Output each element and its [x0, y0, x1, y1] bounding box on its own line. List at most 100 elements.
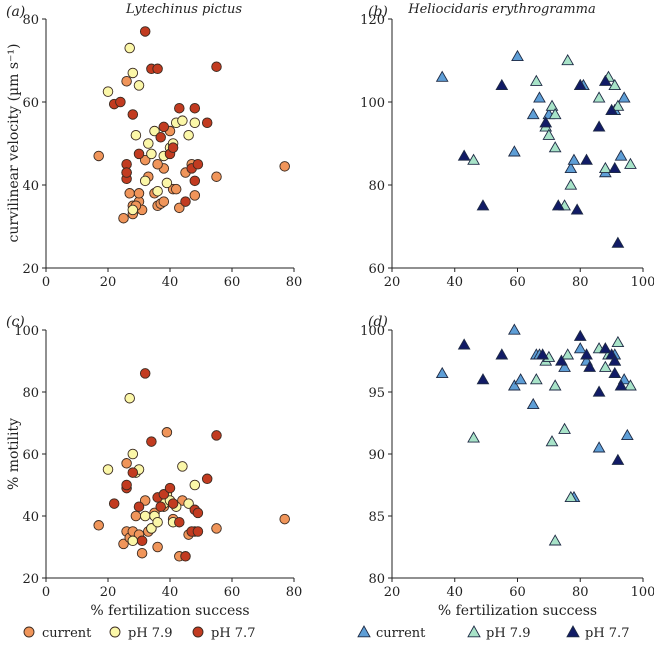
- data-point: [548, 141, 562, 153]
- data-point: [605, 103, 619, 115]
- y-tick-label: 40: [22, 179, 39, 194]
- data-point: [514, 373, 528, 385]
- y-tick-label: 60: [368, 262, 385, 277]
- y-tick-label: 120: [360, 13, 385, 28]
- data-point: [127, 67, 139, 79]
- data-point: [548, 534, 562, 546]
- data-point: [201, 117, 213, 128]
- data-point: [121, 75, 132, 87]
- data-point: [467, 431, 480, 443]
- data-point: [624, 157, 637, 169]
- x-tick-label: 60: [509, 585, 526, 600]
- data-point: [567, 153, 581, 165]
- data-point: [564, 161, 578, 174]
- legend-marker: [109, 626, 121, 638]
- data-point: [611, 335, 625, 348]
- y-axis-label: curvilinear velocity (µm s⁻¹): [6, 43, 22, 242]
- data-point: [133, 148, 145, 160]
- data-point: [507, 145, 521, 157]
- data-point: [121, 458, 132, 469]
- y-tick-label: 90: [368, 448, 385, 463]
- data-point: [139, 154, 151, 166]
- data-point: [536, 348, 549, 360]
- series-pH-79: [467, 53, 637, 211]
- legend-legend_right: current pH 7.9 pH 7.7: [357, 625, 629, 641]
- data-point: [620, 428, 634, 441]
- y-tick-label: 100: [360, 96, 385, 111]
- x-tick-label: 20: [100, 585, 117, 600]
- legend-label: pH 7.7: [585, 626, 629, 641]
- data-point: [127, 535, 139, 547]
- series-pH-77: [108, 26, 222, 207]
- data-point: [118, 212, 129, 224]
- y-tick-label: 100: [14, 324, 39, 339]
- data-point: [189, 117, 201, 128]
- data-point: [573, 342, 587, 354]
- panel-label: (d): [368, 314, 388, 330]
- data-point: [158, 121, 170, 133]
- data-point: [624, 379, 637, 391]
- data-point: [507, 379, 521, 391]
- data-point: [124, 392, 135, 404]
- data-point: [155, 501, 166, 512]
- data-point: [192, 158, 204, 170]
- data-point: [608, 354, 622, 366]
- series-pH-77: [108, 368, 222, 562]
- data-point: [174, 102, 185, 114]
- data-point: [139, 175, 151, 187]
- data-point: [561, 348, 575, 360]
- data-point: [542, 128, 556, 140]
- data-point: [211, 171, 222, 182]
- data-point: [564, 490, 578, 503]
- data-point: [573, 78, 587, 91]
- data-point: [592, 441, 606, 453]
- data-point: [570, 203, 584, 215]
- data-point: [139, 495, 151, 506]
- data-point: [115, 96, 126, 108]
- data-point: [608, 161, 622, 174]
- y-tick-label: 100: [360, 324, 385, 339]
- data-point: [133, 501, 145, 512]
- data-point: [211, 430, 222, 441]
- data-point: [167, 142, 179, 153]
- data-point: [476, 199, 490, 211]
- data-point: [152, 63, 163, 75]
- data-point: [608, 366, 622, 379]
- data-point: [507, 323, 521, 335]
- x-tick-label: 40: [162, 585, 179, 600]
- legend-legend_left: current pH 7.9 pH 7.7: [23, 626, 255, 641]
- data-point: [583, 360, 597, 372]
- data-point: [511, 49, 524, 61]
- data-point: [161, 427, 173, 438]
- x-tick-label: 40: [162, 275, 179, 290]
- x-tick-label: 80: [572, 275, 589, 290]
- data-point: [136, 547, 148, 559]
- data-point: [161, 177, 173, 189]
- data-point: [611, 236, 625, 248]
- data-point: [124, 188, 135, 199]
- x-tick-label: 20: [100, 275, 117, 290]
- data-point: [189, 479, 201, 491]
- data-point: [133, 188, 145, 199]
- data-point: [548, 107, 562, 120]
- scatter-panel-1: 20 40 60 80 100 60 80 100 120(b) Heliocidaris ery…: [360, 2, 654, 290]
- series-current: [435, 49, 631, 178]
- y-tick-label: 95: [368, 386, 385, 401]
- data-point: [139, 368, 151, 379]
- data-point: [189, 102, 201, 114]
- data-point: [177, 461, 188, 472]
- data-point: [136, 535, 148, 547]
- data-point: [457, 149, 471, 161]
- data-point: [533, 91, 546, 103]
- legend-marker: [192, 626, 204, 638]
- data-point: [102, 86, 114, 97]
- panel-title: Heliocidaris erythrogramma: [407, 2, 595, 17]
- x-tick-label: 20: [384, 275, 401, 290]
- data-point: [529, 373, 543, 385]
- data-point: [598, 342, 612, 354]
- data-point: [467, 153, 480, 165]
- series-pH-79: [467, 335, 637, 546]
- data-point: [180, 196, 191, 207]
